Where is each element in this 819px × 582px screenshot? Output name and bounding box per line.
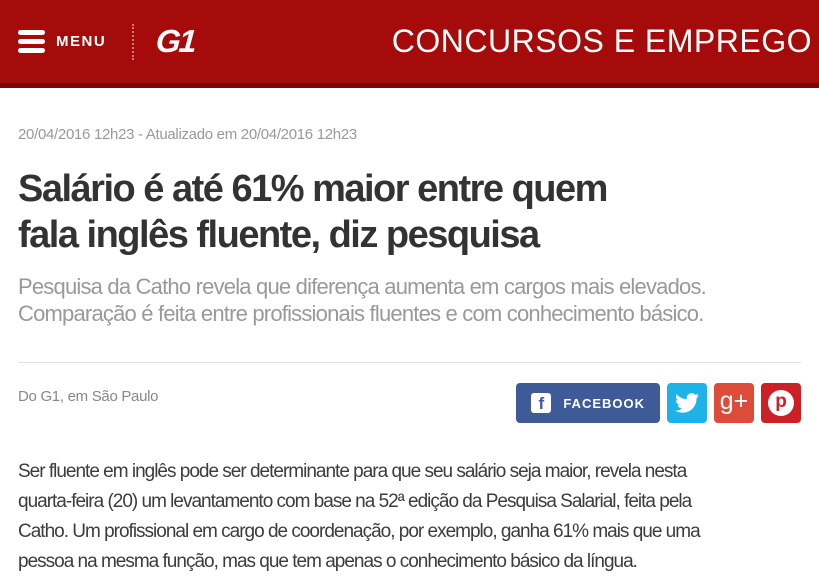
horizontal-divider: [18, 362, 801, 363]
article-headline: Salário é até 61% maior entre quem fala …: [18, 168, 608, 256]
share-buttons: f FACEBOOK g+ p: [516, 383, 801, 423]
pinterest-icon: p: [768, 390, 794, 416]
facebook-button-label: FACEBOOK: [563, 395, 645, 411]
section-title[interactable]: CONCURSOS E EMPREGO: [391, 23, 812, 59]
article-body: Ser fluente em inglês pode ser determina…: [18, 461, 701, 572]
article-byline: Do G1, em São Paulo: [18, 388, 159, 405]
twitter-share-button[interactable]: [667, 383, 707, 423]
menu-label: MENU: [56, 33, 107, 50]
article-timestamp: 20/04/2016 12h23 - Atualizado em 20/04/2…: [18, 126, 357, 143]
hamburger-icon: [18, 30, 45, 53]
twitter-bird-icon: [675, 393, 699, 413]
googleplus-share-button[interactable]: g+: [714, 383, 754, 423]
facebook-share-button[interactable]: f FACEBOOK: [516, 383, 660, 423]
header-dotted-divider: [132, 23, 135, 60]
site-header: MENU G1 CONCURSOS E EMPREGO: [0, 0, 819, 88]
pinterest-share-button[interactable]: p: [761, 383, 801, 423]
facebook-icon: f: [531, 393, 552, 413]
g1-logo[interactable]: G1: [154, 23, 197, 59]
article: 20/04/2016 12h23 - Atualizado em 20/04/2…: [0, 126, 819, 577]
menu-button[interactable]: MENU: [18, 30, 106, 53]
article-subtitle: Pesquisa da Catho revela que diferença a…: [18, 274, 707, 326]
byline-row: Do G1, em São Paulo f FACEBOOK g+ p: [18, 383, 801, 423]
googleplus-icon: g+: [719, 386, 749, 415]
